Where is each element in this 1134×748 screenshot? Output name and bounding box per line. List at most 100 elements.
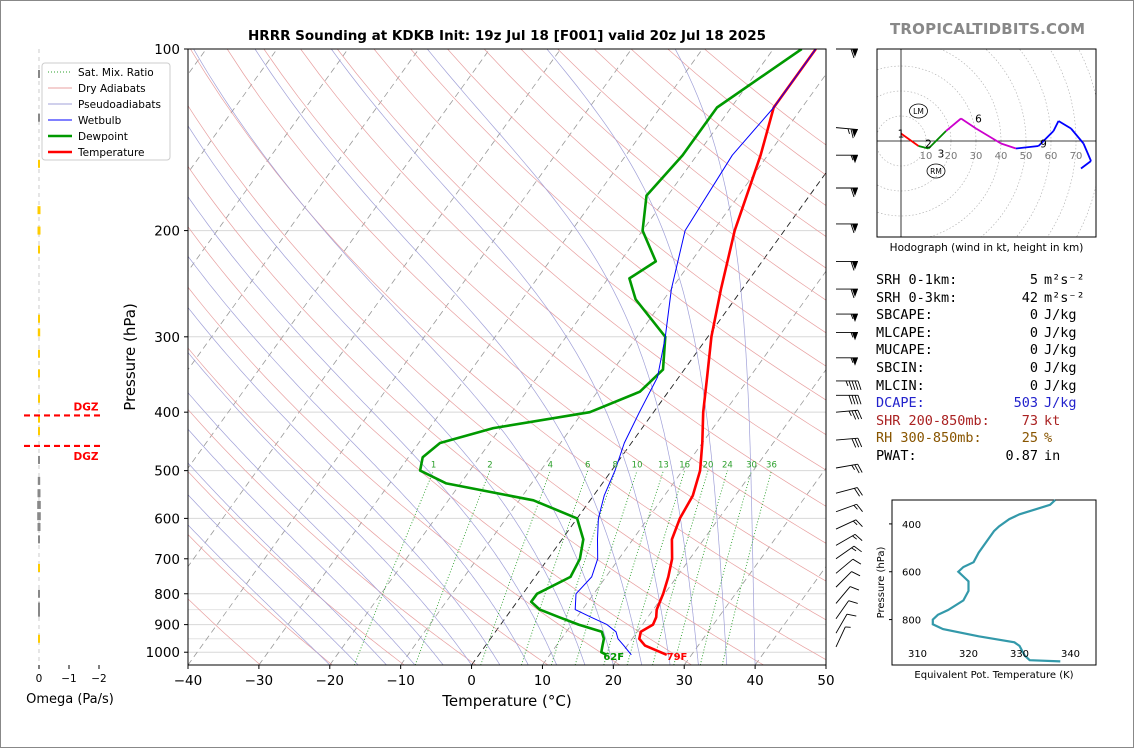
- mixing-ratio-line: [353, 470, 435, 665]
- temperature-line: [638, 49, 817, 656]
- hodograph-ring-label: 70: [1070, 151, 1083, 162]
- mixing-ratio-line: [652, 470, 709, 665]
- dry-adiabat: [447, 49, 826, 367]
- x-tick-label: −20: [316, 673, 345, 689]
- legend-label: Dry Adiabats: [78, 83, 146, 95]
- stat-label: MLCIN:: [876, 377, 925, 394]
- wind-barb: [836, 394, 862, 405]
- omega-axis-label: Omega (Pa/s): [26, 692, 114, 707]
- wind-barb: [836, 187, 858, 198]
- hodograph-panel: 10 20 30 40 50 60 70 1 23 6 9 LM RM Hodograph (wind i…: [876, 48, 1097, 254]
- mixing-ratio-label: 30: [746, 461, 757, 471]
- dry-adiabat: [188, 598, 261, 665]
- barb-half: [853, 504, 858, 510]
- wind-barb: [836, 48, 858, 59]
- theta-e-x-tick-label: 310: [908, 649, 927, 660]
- mixing-ratio-line: [673, 470, 728, 665]
- omega-bar: [38, 349, 40, 358]
- isotherm: [329, 49, 774, 665]
- x-tick-label: −40: [174, 673, 203, 689]
- y-tick-label: 900: [154, 618, 180, 634]
- stat-row: MLCAPE: 0 J/kg: [876, 325, 1096, 343]
- hodograph-segment: [975, 127, 1002, 145]
- stat-label: DCAPE:: [876, 395, 925, 412]
- barb-staff: [835, 586, 851, 604]
- pseudoadiabat: [427, 49, 699, 665]
- pseudoadiabat: [188, 524, 331, 665]
- barb-full: [852, 558, 862, 565]
- theta-e-y-tick-label: 600: [902, 568, 921, 579]
- stat-row: DCAPE: 503 J/kg: [876, 395, 1096, 413]
- barb-staff: [835, 519, 857, 530]
- storm-motion-label: LM: [913, 107, 924, 116]
- stat-row: SRH 0-1km: 5 m²s⁻²: [876, 272, 1096, 290]
- wind-barb: [836, 380, 862, 391]
- surface-temperature-label: 79F: [667, 652, 688, 663]
- barb-flag: [852, 223, 858, 232]
- stat-value: 73: [1021, 412, 1038, 429]
- omega-bar: [38, 634, 40, 643]
- omega-bar: [38, 589, 40, 598]
- omega-bar: [37, 489, 41, 498]
- barb-full: [857, 395, 862, 405]
- barb-full: [846, 613, 857, 617]
- hodograph-ring-label: 60: [1045, 151, 1058, 162]
- stat-unit: m²s⁻²: [1044, 272, 1085, 288]
- stat-unit: m²s⁻²: [1044, 289, 1085, 306]
- stat-value-group: 503 J/kg: [1014, 395, 1096, 413]
- barb-flag: [852, 261, 858, 270]
- barb-half: [850, 332, 854, 338]
- barb-staff: [835, 558, 854, 574]
- y-tick-label: 500: [154, 464, 180, 480]
- omega-bar: [38, 455, 40, 464]
- stat-value-group: 0 J/kg: [1030, 325, 1096, 343]
- mixing-ratio-label: 2: [487, 461, 492, 471]
- mixing-ratio-label: 4: [548, 461, 553, 471]
- hodograph-ring-label: 50: [1020, 151, 1033, 162]
- barb-full: [851, 438, 857, 448]
- stat-value-group: 0 J/kg: [1030, 360, 1096, 378]
- barb-flag: [851, 129, 858, 138]
- barb-full: [850, 187, 855, 198]
- legend-label: Sat. Mix. Ratio: [78, 67, 154, 79]
- barb-full: [854, 380, 859, 391]
- barb-flag: [852, 188, 858, 197]
- barb-flag: [852, 357, 858, 366]
- stat-unit: kt: [1044, 412, 1061, 429]
- stat-unit: %: [1044, 430, 1053, 447]
- stat-label: SRH 0-3km:: [876, 289, 958, 306]
- barb-flag: [852, 49, 858, 57]
- y-tick-label: 800: [154, 587, 180, 603]
- stat-label: MLCAPE:: [876, 324, 933, 341]
- dry-adiabat: [188, 286, 621, 665]
- stat-value-group: 73 kt: [1022, 413, 1096, 431]
- hodograph-segment: [1058, 120, 1072, 130]
- barb-staff: [835, 463, 858, 469]
- stat-value: 0.87: [1005, 447, 1038, 464]
- stat-value-group: 5 m²s⁻²: [1030, 272, 1096, 290]
- barb-full: [857, 463, 863, 473]
- wind-barbs: [825, 48, 863, 665]
- dry-adiabat: [190, 49, 826, 621]
- barb-half: [850, 357, 854, 363]
- stat-value: 42: [1021, 289, 1038, 306]
- y-tick-label: 300: [154, 330, 180, 346]
- stat-label: SBCAPE:: [876, 307, 933, 324]
- barb-staff: [835, 503, 857, 513]
- dry-adiabat: [226, 49, 826, 582]
- wind-barb: [836, 331, 858, 341]
- stat-value: 0: [1029, 359, 1038, 376]
- y-tick-label: 600: [154, 511, 180, 527]
- stat-label: PWAT:: [876, 447, 917, 464]
- stat-value: 0: [1029, 324, 1038, 341]
- omega-bar: [38, 563, 40, 572]
- barb-staff: [835, 545, 855, 560]
- legend-label: Dewpoint: [78, 131, 128, 143]
- pseudoadiabat: [674, 49, 756, 665]
- stat-row: SHR 200-850mb: 73 kt: [876, 413, 1096, 431]
- wind-barb: [836, 288, 858, 299]
- pseudoadiabat: [188, 306, 501, 665]
- omega-bar: [38, 314, 40, 323]
- stat-value: 503: [1013, 395, 1038, 412]
- mixing-ratio-line: [603, 470, 664, 665]
